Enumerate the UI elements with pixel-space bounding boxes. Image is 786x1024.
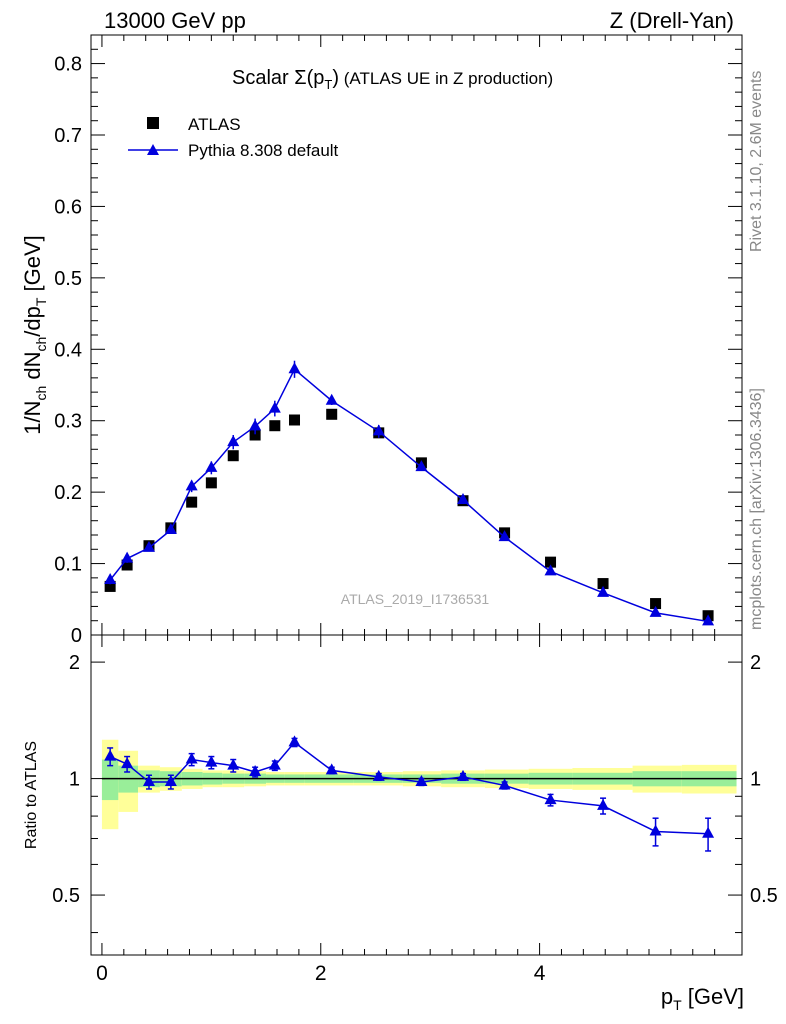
atlas-point (104, 580, 116, 592)
x-axis-label: pT [GeV] (661, 984, 744, 1013)
atlas-point (597, 578, 609, 590)
analysis-watermark: ATLAS_2019_I1736531 (341, 591, 490, 607)
legend: ATLAS Pythia 8.308 default (128, 115, 339, 160)
ratio-point (268, 758, 281, 770)
pythia-line (109, 368, 709, 623)
atlas-point (186, 496, 198, 508)
x-tick-label: 2 (315, 962, 327, 985)
pythia-point (702, 614, 715, 626)
pythia-point (268, 401, 281, 413)
ratio-point (249, 764, 262, 776)
atlas-point (269, 420, 281, 432)
y-tick-label: 0.4 (54, 339, 82, 361)
pythia-point (415, 460, 428, 472)
pythia-point (498, 530, 511, 542)
pythia-point (249, 419, 262, 431)
ratio-y-tick-label-right: 0.5 (750, 885, 778, 907)
ratio-point (415, 774, 428, 786)
atlas-point (121, 559, 133, 571)
ratio-point (649, 824, 662, 836)
ratio-point (164, 774, 177, 786)
plot-title: Scalar Σ(pT) (ATLAS UE in Z production) (232, 67, 553, 92)
pythia-point (649, 605, 662, 617)
ratio-point (227, 758, 240, 770)
band-green (101, 759, 119, 801)
ratio-point (372, 769, 385, 781)
pythia-point (164, 523, 177, 534)
ratio-point (185, 752, 198, 764)
ratio-point (288, 735, 301, 747)
pythia-point (227, 435, 240, 447)
rivet-label: Rivet 3.1.10, 2.6M events (748, 71, 765, 252)
pythia-point (372, 424, 385, 436)
y-tick-label: 0.7 (54, 125, 82, 147)
header-channel: Z (Drell-Yan) (610, 8, 734, 33)
y-tick-label: 0.8 (54, 54, 82, 76)
atlas-point (545, 556, 557, 568)
pythia-point (142, 540, 155, 552)
ratio-point (457, 769, 469, 781)
ratio-point (597, 798, 610, 810)
x-tick-label: 4 (534, 962, 546, 985)
y-tick-label: 0.2 (54, 482, 82, 504)
legend-marker-pythia (147, 144, 159, 155)
ratio-y-tick-label-left: 1 (69, 769, 80, 791)
ratio-point (498, 778, 511, 790)
ratio-y-tick-label-right: 2 (750, 652, 761, 674)
ratio-y-tick-label-left: 2 (69, 652, 80, 674)
pythia-point (457, 493, 469, 504)
atlas-point (227, 450, 239, 462)
ratio-axis-label: Ratio to ATLAS (23, 741, 40, 849)
ratio-point (121, 757, 134, 769)
pythia-point (288, 362, 301, 374)
legend-label-atlas: ATLAS (188, 115, 241, 134)
ratio-point (544, 793, 557, 805)
y-tick-label: 0.5 (54, 268, 82, 290)
ratio-point (325, 763, 338, 775)
pythia-point (185, 479, 198, 491)
y-axis-label: 1/Nch dNch/dpT [GeV] (20, 235, 49, 435)
atlas-point (205, 477, 217, 489)
ratio-point (205, 755, 218, 767)
ratio-point (702, 826, 715, 838)
atlas-point (249, 429, 261, 441)
pythia-point (121, 551, 134, 563)
mcplots-label: mcplots.cern.ch [arXiv:1306.3436] (748, 388, 765, 630)
y-tick-label: 0.1 (54, 554, 82, 576)
atlas-point (326, 408, 338, 420)
pythia-point (325, 393, 338, 405)
ratio-point (104, 749, 117, 761)
header-process: 13000 GeV pp (104, 8, 246, 33)
x-tick-label: 0 (96, 962, 108, 985)
legend-marker-atlas (147, 117, 159, 129)
legend-label-pythia: Pythia 8.308 default (188, 141, 339, 160)
y-tick-label: 0.6 (54, 196, 82, 218)
ratio-y-tick-label-left: 0.5 (52, 885, 80, 907)
ratio-y-tick-label-right: 1 (750, 769, 761, 791)
data-marks (104, 360, 715, 852)
y-tick-label: 0 (71, 625, 82, 647)
atlas-point (289, 414, 301, 426)
atlas-point (650, 598, 662, 610)
ratio-point (142, 774, 155, 786)
ratio-frame (90, 634, 743, 956)
y-tick-label: 0.3 (54, 411, 82, 433)
pythia-point (205, 460, 218, 472)
axes: 0 2 4 0 0.1 0.2 0.3 0.4 0.5 0.6 0.7 0.8 0.5 0.5 1 1 2 2 (52, 34, 778, 985)
pythia-point (597, 585, 610, 597)
pythia-point (104, 573, 117, 584)
pythia-point (544, 564, 557, 576)
